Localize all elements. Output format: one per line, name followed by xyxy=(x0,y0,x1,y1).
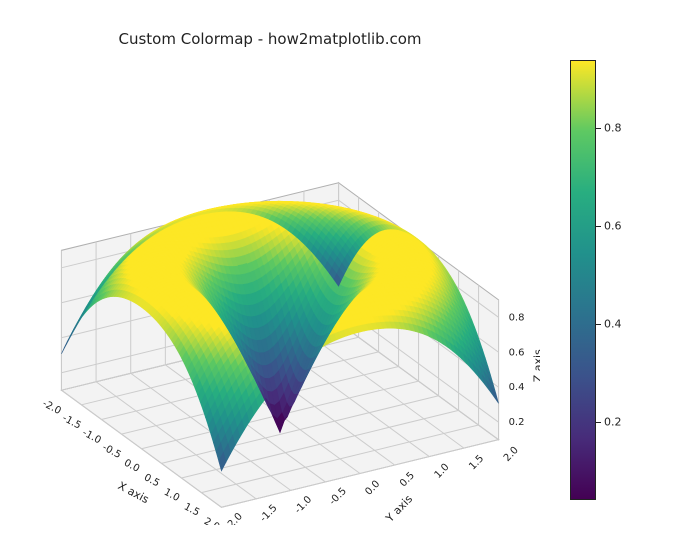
x-tick-label: -1.5 xyxy=(60,413,82,432)
colorbar-tick xyxy=(596,324,601,325)
colorbar-tick-label: 0.6 xyxy=(604,220,622,233)
colorbar-tick xyxy=(596,422,601,423)
z-tick-label: 0.4 xyxy=(509,382,525,393)
x-tick-label: 0.5 xyxy=(142,472,161,489)
y-tick-label: 2.0 xyxy=(502,445,521,464)
colorbar-tick-label: 0.8 xyxy=(604,122,622,135)
y-tick-label: 1.5 xyxy=(467,453,486,472)
figure: Custom Colormap - how2matplotlib.com -2.… xyxy=(0,0,700,560)
y-tick-label: -2.0 xyxy=(224,511,245,525)
colorbar-tick-label: 0.2 xyxy=(604,415,622,428)
y-axis-label: Y axis xyxy=(383,492,416,525)
x-tick-label: 1.5 xyxy=(182,502,201,519)
y-tick-label: 1.0 xyxy=(433,462,452,481)
colorbar: 0.2 0.4 0.6 0.8 xyxy=(570,60,640,500)
colorbar-gradient xyxy=(570,60,596,500)
colorbar-tick xyxy=(596,226,601,227)
z-tick-label: 0.8 xyxy=(509,312,525,323)
x-tick-label: -1.0 xyxy=(80,427,102,446)
chart-title: Custom Colormap - how2matplotlib.com xyxy=(0,30,540,48)
x-tick-label: -2.0 xyxy=(40,398,62,417)
x-tick-label: -0.5 xyxy=(100,442,122,461)
x-tick-label: 0.0 xyxy=(122,458,141,475)
z-tick-label: 0.2 xyxy=(509,417,525,428)
surface-plot-3d: -2.0-1.5-1.0-0.50.00.51.01.52.0X axis-2.… xyxy=(30,55,540,525)
y-tick-label: -1.5 xyxy=(258,503,279,525)
x-tick-label: 1.0 xyxy=(162,487,181,504)
x-tick-label: 2.0 xyxy=(202,516,221,525)
colorbar-tick-label: 0.4 xyxy=(604,318,622,331)
z-tick-label: 0.6 xyxy=(509,347,525,358)
y-tick-label: 0.0 xyxy=(363,479,382,498)
y-tick-label: 0.5 xyxy=(398,470,417,489)
y-tick-label: -1.0 xyxy=(293,494,314,516)
y-tick-label: -0.5 xyxy=(327,486,348,508)
z-axis-label: Z axis xyxy=(532,349,540,382)
colorbar-tick xyxy=(596,128,601,129)
